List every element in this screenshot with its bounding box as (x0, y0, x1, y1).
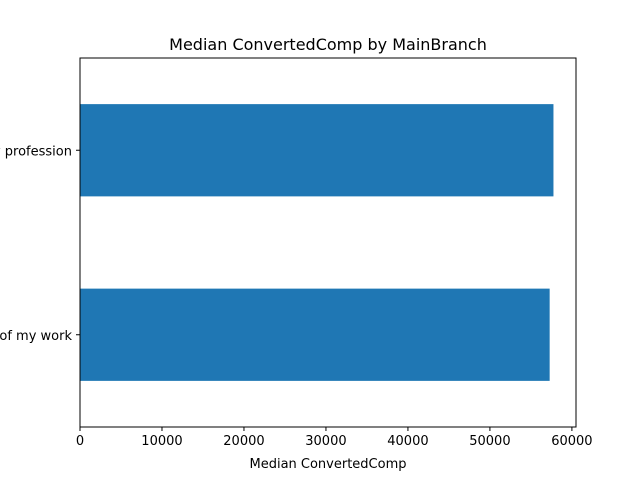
x-axis-label: Median ConvertedComp (249, 457, 406, 472)
bar (80, 288, 550, 381)
x-tick-label: 60000 (551, 434, 592, 449)
chart-title: Median ConvertedComp by MainBranch (169, 35, 487, 54)
plot-frame (79, 57, 577, 428)
x-tick-label: 0 (76, 434, 84, 449)
y-axis: I am a developer by profession I am not p… (0, 144, 80, 344)
y-tick-label: I am not primarily a developer, but I wr… (0, 329, 72, 344)
y-tick-label: I am a developer by profession (0, 144, 72, 159)
bars-group (80, 104, 554, 381)
bar (80, 104, 554, 197)
x-tick-label: 30000 (305, 434, 346, 449)
x-axis: 0 10000 20000 30000 40000 50000 60000 (76, 427, 593, 449)
x-tick-label: 50000 (469, 434, 510, 449)
x-tick-label: 20000 (223, 434, 264, 449)
x-tick-label: 40000 (387, 434, 428, 449)
x-tick-label: 10000 (141, 434, 182, 449)
